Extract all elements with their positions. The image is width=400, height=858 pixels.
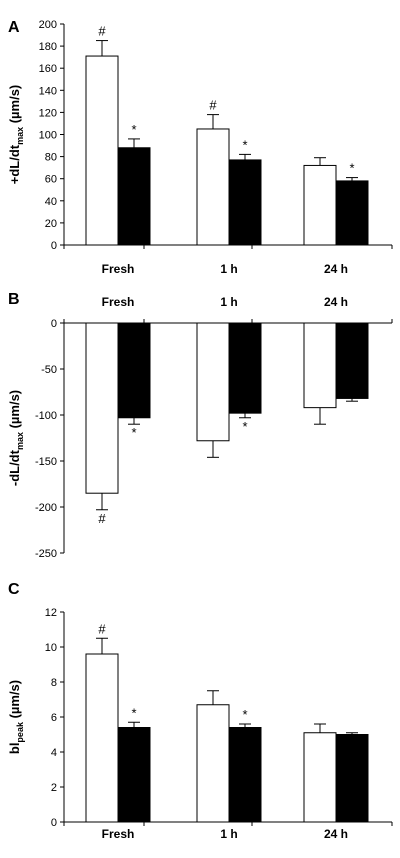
panel-letter: A [8, 19, 20, 36]
bar-open [196, 128, 230, 246]
category-label: 24 h [324, 295, 348, 309]
significance-marker-star: * [131, 705, 136, 720]
y-tick-label: -200 [35, 502, 57, 514]
y-tick-label: 4 [51, 747, 57, 759]
y-tick-label: 8 [51, 677, 57, 689]
y-axis-label: -dL/dtmax (µm/s) [7, 390, 25, 486]
significance-marker-star: * [131, 122, 136, 137]
bar-filled [117, 147, 151, 246]
y-tick-label: 60 [45, 174, 57, 186]
y-tick-label: 6 [51, 712, 57, 724]
y-tick-label: 160 [39, 63, 57, 75]
significance-marker-star: * [242, 707, 247, 722]
y-axis-label-main: bl [7, 743, 22, 755]
y-tick-label: 20 [45, 218, 57, 230]
bar-open [196, 704, 230, 823]
bar-open [303, 164, 337, 246]
significance-marker-hash: # [209, 98, 217, 113]
significance-marker-hash: # [98, 511, 106, 526]
bar-open [85, 55, 119, 246]
y-axis-label-main: +dL/dt [7, 144, 22, 184]
y-axis-label-subscript: peak [15, 721, 25, 743]
bar-open [303, 732, 337, 823]
significance-marker-star: * [242, 137, 247, 152]
significance-marker-star: * [349, 161, 354, 176]
category-label: 24 h [324, 827, 348, 841]
bar-filled [117, 727, 151, 823]
panel-a: A +dL/dtmax (µm/s) 0 20 40 60 80 100 120 140 160 18… [7, 19, 393, 276]
category-label: Fresh [102, 827, 135, 841]
significance-marker-star: * [242, 419, 247, 434]
category-label: 1 h [220, 827, 237, 841]
y-tick-label: 0 [51, 240, 57, 252]
y-axis-label: blpeak (µm/s) [7, 680, 25, 754]
y-axis-label-unit: (µm/s) [7, 85, 22, 127]
bar-filled [228, 727, 262, 823]
category-label: 24 h [324, 262, 348, 276]
bar-open [196, 322, 230, 442]
bar-open [85, 653, 119, 823]
y-tick-label: 0 [51, 817, 57, 829]
y-tick-label: 80 [45, 152, 57, 164]
y-tick-label: 0 [51, 318, 57, 330]
y-axis-label-unit: (µm/s) [7, 390, 22, 432]
panel-letter: B [8, 291, 20, 308]
y-tick-label: 200 [39, 19, 57, 31]
y-tick-label: 10 [45, 642, 57, 654]
y-tick-label: 140 [39, 85, 57, 97]
y-tick-label: 180 [39, 41, 57, 53]
bar-filled [117, 322, 151, 419]
y-tick-label: -250 [35, 548, 57, 560]
y-tick-label: 100 [39, 130, 57, 142]
category-label: 1 h [220, 295, 237, 309]
y-axis-label-main: -dL/dt [7, 449, 22, 486]
y-axis-label-unit: (µm/s) [7, 680, 22, 722]
panel-b: B -dL/dtmax (µm/s) 0 -50 -100 -150 -200 -250 # * *… [7, 291, 393, 560]
category-label: Fresh [102, 295, 135, 309]
significance-marker-hash: # [98, 621, 106, 636]
y-tick-label: 12 [45, 607, 57, 619]
significance-marker-star: * [131, 425, 136, 440]
y-axis-label-subscript: max [15, 432, 25, 450]
y-tick-label: -50 [41, 364, 57, 376]
y-tick-label: -100 [35, 410, 57, 422]
y-axis-label-subscript: max [15, 127, 25, 145]
category-label: Fresh [102, 262, 135, 276]
y-axis-label: +dL/dtmax (µm/s) [7, 85, 25, 185]
bar-filled [335, 322, 369, 399]
y-tick-label: 2 [51, 782, 57, 794]
bar-filled [335, 180, 369, 246]
bar-open [85, 322, 119, 494]
bar-filled [228, 322, 262, 414]
significance-marker-hash: # [98, 24, 106, 39]
category-label: 1 h [220, 262, 237, 276]
bar-filled [228, 159, 262, 246]
y-tick-label: -150 [35, 456, 57, 468]
bar-open [303, 322, 337, 409]
panel-letter: C [8, 581, 20, 598]
y-tick-label: 40 [45, 196, 57, 208]
bar-filled [335, 734, 369, 823]
y-tick-label: 120 [39, 107, 57, 119]
